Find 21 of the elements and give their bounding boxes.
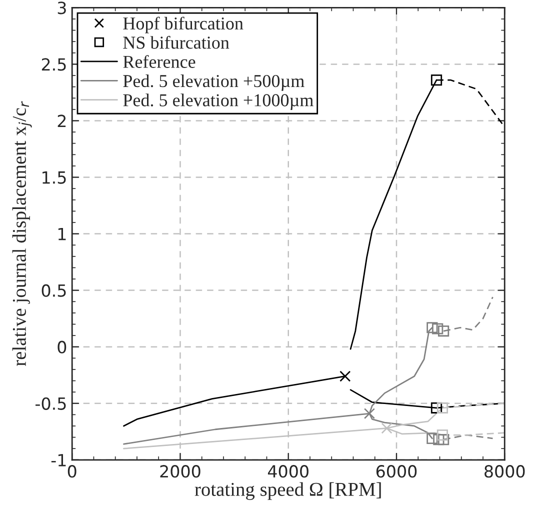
legend-label: Ped. 5 elevation +1000µm bbox=[123, 94, 314, 110]
x-tick-label: 2000 bbox=[160, 465, 200, 478]
x-tick-label: 8000 bbox=[484, 465, 525, 478]
y-tick-label: 2 bbox=[58, 114, 66, 128]
y-axis-title: relative journal displacement x$_{j}$/c$_{r}$ bbox=[12, 101, 32, 366]
x-axis-title: rotating speed Ω [RPM] bbox=[194, 482, 381, 500]
y-tick-label: 1.5 bbox=[42, 171, 66, 184]
y-tick-label: -0.5 bbox=[36, 397, 66, 410]
y-tick-label: -1 bbox=[51, 454, 66, 466]
y-tick-label: 0 bbox=[58, 340, 66, 354]
legend-label: NS bifurcation bbox=[123, 36, 230, 49]
y-tick-label: 1 bbox=[58, 228, 66, 240]
y-tick-label: 3 bbox=[58, 2, 66, 14]
legend-label: Hopf bifurcation bbox=[123, 16, 244, 34]
legend-label: Ped. 5 elevation +500µm bbox=[123, 74, 304, 91]
x-tick-label: 4000 bbox=[268, 465, 308, 478]
x-tick-label: 6000 bbox=[376, 465, 417, 478]
y-tick-label: 2.5 bbox=[42, 58, 66, 71]
legend-label: Reference bbox=[123, 55, 196, 68]
x-tick-label: 0 bbox=[68, 465, 76, 478]
y-tick-label: 0.5 bbox=[42, 284, 66, 297]
